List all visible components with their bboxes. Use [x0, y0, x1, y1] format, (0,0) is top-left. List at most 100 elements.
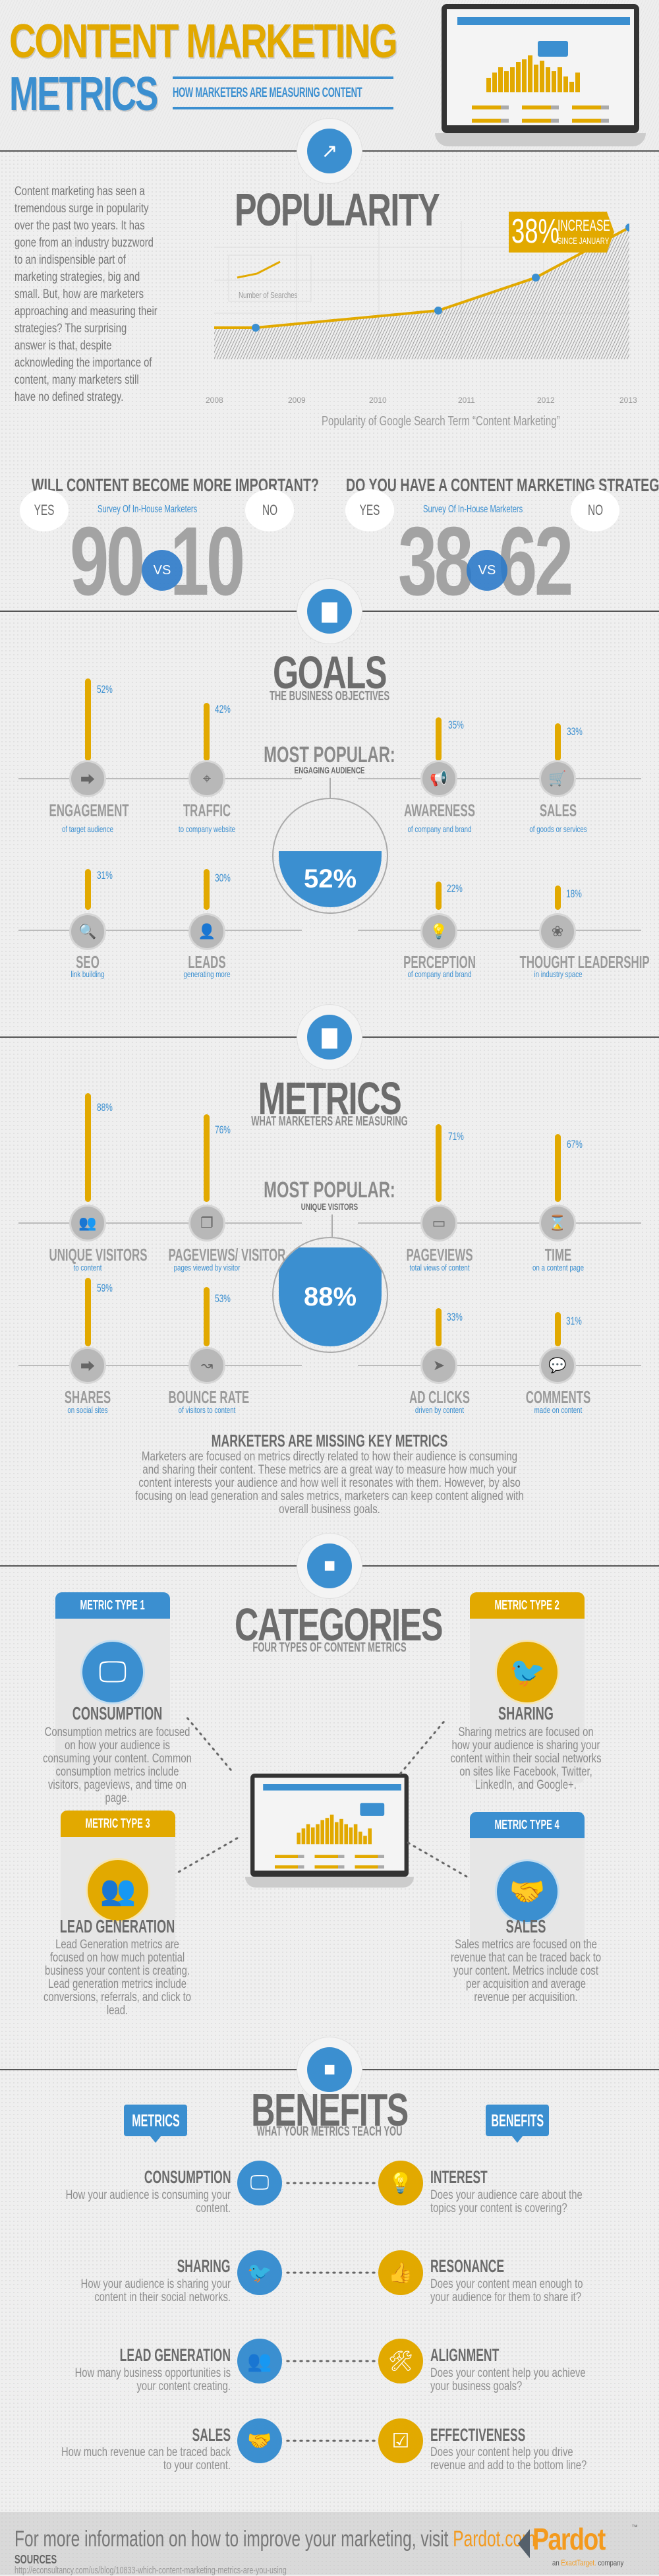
- metric-pct: 31%: [566, 1315, 582, 1327]
- benefit-name: ALIGNMENT: [430, 2345, 500, 2365]
- connector-dots: [285, 2359, 376, 2363]
- folder-icon: ■: [307, 1543, 352, 1588]
- missing-metrics-title: MARKETERS ARE MISSING KEY METRICS: [211, 1431, 448, 1451]
- survey-q1-yes-value: 90: [70, 507, 145, 616]
- metric-sub: made on content: [534, 1405, 583, 1415]
- goal-name: LEADS: [188, 952, 226, 972]
- connector-dots: [285, 2439, 376, 2443]
- tools-icon: 🛠: [378, 2339, 423, 2383]
- logo-wordmark: Pardot: [532, 2522, 606, 2556]
- footer-cta: For more information on how to improve y…: [14, 2527, 536, 2552]
- category-name: CONSUMPTION: [72, 1703, 163, 1723]
- mouse-icon: ⌖: [190, 762, 223, 795]
- title-line1: CONTENT MARKETING: [9, 15, 398, 68]
- metric-sub: to content: [73, 1263, 102, 1273]
- goal-pct: 22%: [447, 882, 463, 895]
- pardot-logo[interactable]: Pardot ™ an ExactTarget. company: [515, 2517, 647, 2570]
- logo-tagline: an ExactTarget. company: [552, 2558, 624, 2567]
- popularity-section-icon: ↗: [297, 119, 362, 183]
- title-line2: METRICS: [9, 68, 158, 121]
- twitter-bird-icon: 🐦: [495, 1640, 559, 1704]
- category-desc: Sharing metrics are focused on how your …: [450, 1725, 602, 1792]
- cart-icon: 🛒: [541, 762, 574, 795]
- vs-badge: VS: [467, 550, 507, 591]
- metric-sub: of visitors to content: [178, 1405, 236, 1415]
- goal-sub: generating more: [183, 969, 231, 979]
- lightbulb-icon: 💡: [422, 915, 455, 948]
- bar-chart-icon: ▇: [307, 589, 352, 634]
- most-popular-gauge: 88%: [272, 1237, 388, 1353]
- thumbs-up-icon: 👍: [378, 2250, 423, 2295]
- goal-pct: 52%: [97, 683, 113, 696]
- popularity-intro: Content marketing has seen a tremendous …: [14, 185, 158, 404]
- goal-name: AWARENESS: [403, 800, 476, 820]
- pages-icon: ❐: [190, 1207, 223, 1240]
- x-tick: 2009: [288, 396, 306, 405]
- benefits-tag: BENEFITS: [486, 2105, 549, 2143]
- goals-section-icon: ▇: [297, 579, 362, 644]
- connector-dots: [405, 1840, 470, 1880]
- metric-pct: 71%: [448, 1130, 464, 1143]
- benefit-desc: Does your content mean enough to your au…: [430, 2277, 583, 2304]
- metric-pct: 76%: [215, 1123, 231, 1136]
- metrics-tag: METRICS: [124, 2105, 187, 2143]
- bounce-icon: ↝: [190, 1349, 223, 1382]
- survey-q1-no-value: 10: [170, 507, 245, 616]
- metric-pct: 88%: [97, 1101, 113, 1114]
- metric-name: PAGEVIEWS/ VISITOR: [168, 1245, 286, 1265]
- metric-name: SHARES: [64, 1387, 111, 1407]
- metric-name: PAGEVIEWS: [406, 1245, 473, 1265]
- benefit-desc: Does your audience care about the topics…: [430, 2188, 583, 2215]
- survey-q2-question: DO YOU HAVE A CONTENT MARKETING STRATEGY…: [346, 475, 659, 495]
- benefit-metric-name: SHARING: [177, 2256, 231, 2276]
- goal-name: TRAFFIC: [183, 800, 231, 820]
- person-icon: 👤: [190, 915, 223, 948]
- metric-type-card: METRIC TYPE 4 🤝: [470, 1812, 585, 1985]
- most-popular-label: MOST POPULAR:: [264, 1178, 395, 1203]
- goal-pct: 30%: [215, 872, 231, 884]
- increase-sublabel: SINCE JANUARY: [558, 235, 610, 246]
- metrics-title: METRICS: [258, 1073, 402, 1124]
- most-popular-label: MOST POPULAR:: [264, 742, 395, 767]
- benefit-metric-desc: How your audience is sharing your conten…: [80, 2277, 231, 2304]
- search-icon: 🔍: [71, 915, 104, 948]
- line-chart-icon: ↗: [307, 129, 352, 173]
- goal-pct: 33%: [567, 725, 583, 738]
- subtitle-band: HOW MARKETERS ARE MEASURING CONTENT: [173, 76, 393, 109]
- x-tick: 2011: [458, 396, 475, 405]
- brain-icon: ❀: [541, 915, 574, 948]
- metric-sub: on a content page: [532, 1263, 585, 1273]
- category-name: LEAD GENERATION: [59, 1916, 175, 1936]
- categories-section-icon: ■: [297, 1534, 362, 1598]
- goal-name: SEO: [76, 952, 100, 972]
- category-desc: Lead Generation metrics are focused on h…: [43, 1938, 192, 2018]
- twitter-bird-icon: 🐦: [237, 2250, 282, 2295]
- metric-type-card: METRIC TYPE 1 🖵: [55, 1592, 170, 1783]
- yes-bubble: YES: [20, 489, 69, 531]
- metrics-section-icon: ▇: [297, 1005, 362, 1069]
- goal-sub: of company and brand: [407, 824, 472, 834]
- category-desc: Sales metrics are focused on the revenue…: [450, 1938, 602, 2004]
- benefit-metric-desc: How your audience is consuming your cont…: [65, 2188, 231, 2215]
- goal-pct: 42%: [215, 703, 231, 715]
- increase-badge: 38% INCREASE SINCE JANUARY: [509, 212, 614, 253]
- popularity-chart: Number of Searches: [214, 221, 633, 359]
- hourglass-icon: ⌛: [541, 1207, 574, 1240]
- connector-dots: [285, 2181, 376, 2185]
- benefit-desc: Does your content help you achieve your …: [430, 2366, 586, 2393]
- handshake-icon: 🤝: [495, 1859, 559, 1924]
- goal-name: THOUGHT LEADERSHIP: [519, 952, 650, 972]
- survey-q2-no-value: 62: [498, 507, 573, 616]
- most-popular-value: UNIQUE VISITORS: [301, 1201, 358, 1212]
- goal-name: SALES: [539, 800, 577, 820]
- metric-name: BOUNCE RATE: [168, 1387, 250, 1407]
- benefit-name: INTEREST: [430, 2167, 488, 2187]
- x-tick: 2008: [206, 396, 223, 405]
- browser-icon: ▭: [422, 1207, 455, 1240]
- benefit-desc: Does your content help you drive revenue…: [430, 2445, 587, 2472]
- increase-label: INCREASE: [558, 217, 610, 235]
- benefits-title: BENEFITS: [251, 2084, 409, 2136]
- handshake-icon: 🤝: [237, 2418, 282, 2463]
- chart-caption: Popularity of Google Search Term “Conten…: [322, 414, 560, 429]
- source-link[interactable]: http://econsultancy.com/us/blog/10833-wh…: [14, 2565, 287, 2576]
